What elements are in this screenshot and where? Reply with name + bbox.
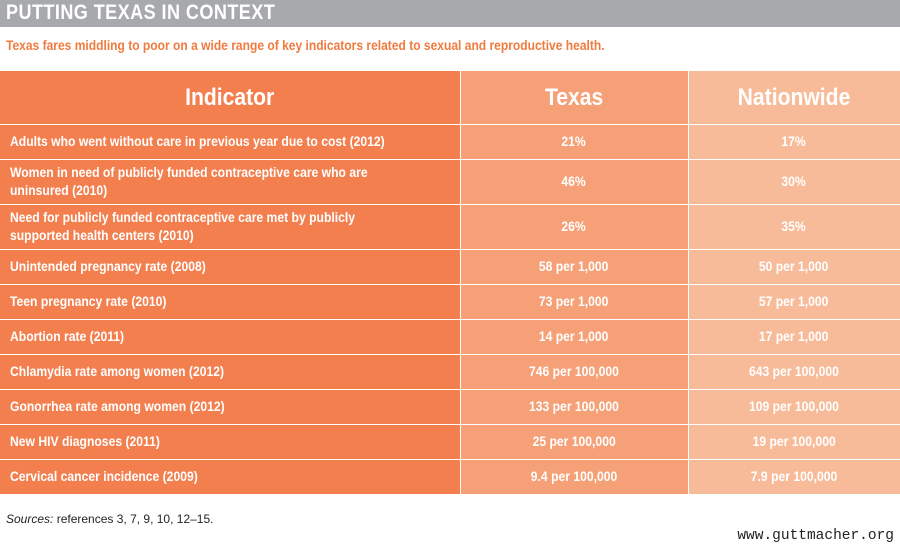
- texas-cell: 133 per 100,000: [460, 389, 689, 425]
- nationwide-cell: 7.9 per 100,000: [688, 459, 900, 495]
- table-row: Chlamydia rate among women (2012) 746 pe…: [0, 354, 900, 390]
- texas-cell: 46%: [460, 159, 689, 205]
- nationwide-cell: 109 per 100,000: [688, 389, 900, 425]
- table-row: Gonorrhea rate among women (2012) 133 pe…: [0, 389, 900, 425]
- indicator-cell: New HIV diagnoses (2011): [0, 424, 461, 460]
- texas-cell: 58 per 1,000: [460, 249, 689, 285]
- column-header-indicator: Indicator: [0, 71, 461, 125]
- nationwide-cell: 35%: [688, 204, 900, 250]
- indicator-cell: Abortion rate (2011): [0, 319, 461, 355]
- sources-text: references 3, 7, 9, 10, 12–15.: [53, 512, 214, 526]
- table-row: Teen pregnancy rate (2010) 73 per 1,000 …: [0, 284, 900, 320]
- table-row: New HIV diagnoses (2011) 25 per 100,000 …: [0, 424, 900, 460]
- nationwide-cell: 50 per 1,000: [688, 249, 900, 285]
- texas-cell: 9.4 per 100,000: [460, 459, 689, 495]
- table-row: Unintended pregnancy rate (2008) 58 per …: [0, 249, 900, 285]
- table-row: Need for publicly funded contraceptive c…: [0, 204, 900, 250]
- indicator-cell: Adults who went without care in previous…: [0, 124, 461, 160]
- subtitle: Texas fares middling to poor on a wide r…: [6, 37, 605, 53]
- nationwide-cell: 30%: [688, 159, 900, 205]
- texas-cell: 26%: [460, 204, 689, 250]
- sources-label: Sources:: [6, 512, 54, 526]
- texas-cell: 73 per 1,000: [460, 284, 689, 320]
- page-title: PUTTING TEXAS IN CONTEXT: [6, 1, 276, 24]
- table-row: Abortion rate (2011) 14 per 1,000 17 per…: [0, 319, 900, 355]
- table-row: Cervical cancer incidence (2009) 9.4 per…: [0, 459, 900, 495]
- indicator-table: Indicator Texas Nationwide Adults who we…: [0, 71, 900, 495]
- nationwide-cell: 19 per 100,000: [688, 424, 900, 460]
- nationwide-cell: 57 per 1,000: [688, 284, 900, 320]
- table-row: Adults who went without care in previous…: [0, 124, 900, 160]
- website-url: www.guttmacher.org: [737, 528, 894, 544]
- texas-cell: 14 per 1,000: [460, 319, 689, 355]
- column-header-nationwide: Nationwide: [688, 71, 900, 125]
- indicator-cell: Gonorrhea rate among women (2012): [0, 389, 461, 425]
- sources-note: Sources: references 3, 7, 9, 10, 12–15.: [6, 512, 213, 526]
- table-row: Women in need of publicly funded contrac…: [0, 159, 900, 205]
- indicator-cell: Teen pregnancy rate (2010): [0, 284, 461, 320]
- column-header-texas: Texas: [460, 71, 689, 125]
- table-header-row: Indicator Texas Nationwide: [0, 71, 900, 125]
- nationwide-cell: 643 per 100,000: [688, 354, 900, 390]
- texas-cell: 25 per 100,000: [460, 424, 689, 460]
- indicator-cell: Need for publicly funded contraceptive c…: [0, 204, 461, 250]
- nationwide-cell: 17 per 1,000: [688, 319, 900, 355]
- indicator-cell: Women in need of publicly funded contrac…: [0, 159, 461, 205]
- texas-cell: 21%: [460, 124, 689, 160]
- indicator-cell: Cervical cancer incidence (2009): [0, 459, 461, 495]
- indicator-cell: Unintended pregnancy rate (2008): [0, 249, 461, 285]
- nationwide-cell: 17%: [688, 124, 900, 160]
- header-bar: PUTTING TEXAS IN CONTEXT: [0, 0, 900, 27]
- indicator-cell: Chlamydia rate among women (2012): [0, 354, 461, 390]
- texas-cell: 746 per 100,000: [460, 354, 689, 390]
